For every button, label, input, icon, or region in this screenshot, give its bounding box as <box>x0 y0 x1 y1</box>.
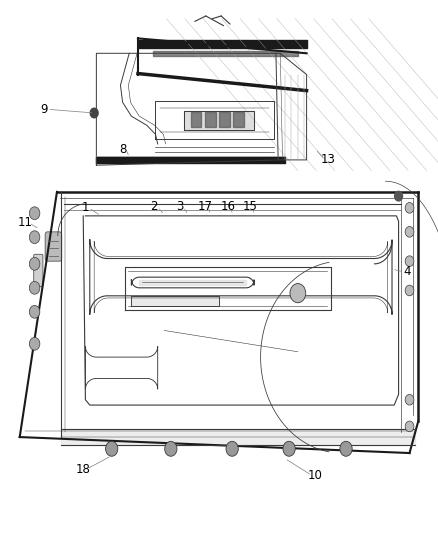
Polygon shape <box>139 280 246 285</box>
Text: 4: 4 <box>403 265 411 278</box>
Text: 3: 3 <box>176 200 183 213</box>
Circle shape <box>29 337 40 350</box>
Text: 8: 8 <box>119 143 126 156</box>
Bar <box>191 112 201 127</box>
Circle shape <box>29 231 40 244</box>
Circle shape <box>283 441 295 456</box>
Text: 18: 18 <box>76 463 91 475</box>
Text: 15: 15 <box>243 200 258 213</box>
Circle shape <box>29 207 40 220</box>
Circle shape <box>165 441 177 456</box>
Text: 1: 1 <box>81 201 89 214</box>
FancyBboxPatch shape <box>45 232 62 261</box>
Text: 11: 11 <box>18 216 33 229</box>
Circle shape <box>340 441 352 456</box>
Circle shape <box>29 257 40 270</box>
Circle shape <box>405 203 414 213</box>
Circle shape <box>395 191 403 201</box>
Text: 17: 17 <box>198 200 212 213</box>
Circle shape <box>29 281 40 294</box>
Circle shape <box>405 285 414 296</box>
Bar <box>219 112 230 127</box>
Circle shape <box>226 441 238 456</box>
Circle shape <box>405 227 414 237</box>
Text: 10: 10 <box>308 469 323 482</box>
Bar <box>233 112 244 127</box>
Polygon shape <box>131 296 219 306</box>
Circle shape <box>29 305 40 318</box>
Circle shape <box>90 108 98 118</box>
Text: 13: 13 <box>321 154 336 166</box>
Circle shape <box>405 394 414 405</box>
Circle shape <box>405 421 414 432</box>
Circle shape <box>106 441 118 456</box>
Circle shape <box>405 256 414 266</box>
Text: 9: 9 <box>40 103 48 116</box>
Text: 16: 16 <box>220 200 235 213</box>
FancyBboxPatch shape <box>34 254 43 287</box>
Bar <box>205 112 216 127</box>
Circle shape <box>290 284 306 303</box>
Polygon shape <box>184 111 254 130</box>
Text: 2: 2 <box>150 200 158 213</box>
